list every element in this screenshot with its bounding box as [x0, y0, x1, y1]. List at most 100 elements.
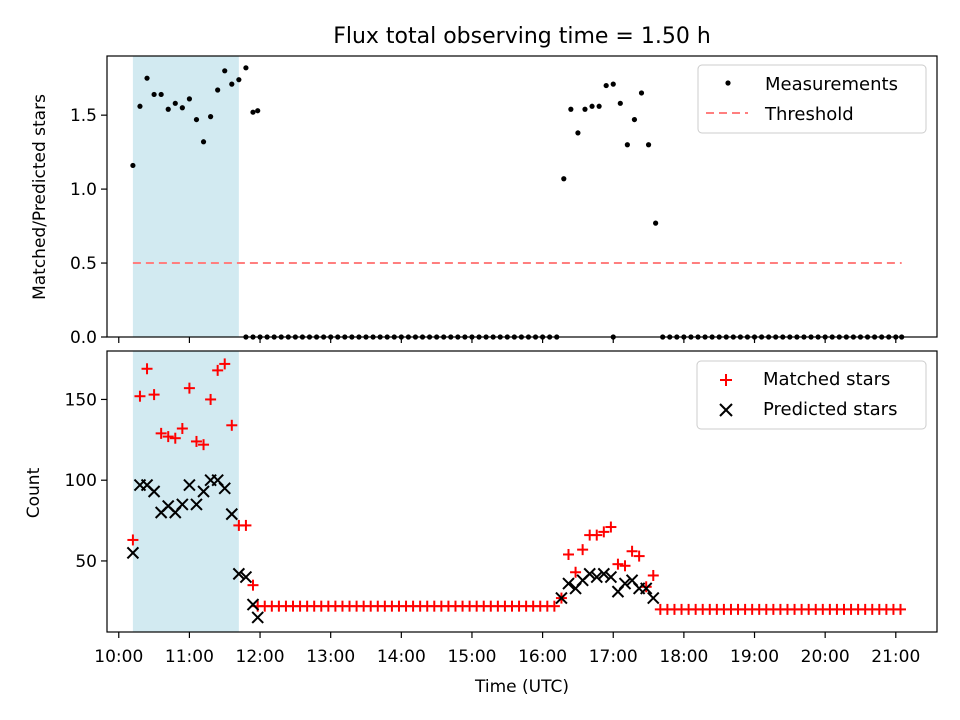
bottom-legend-box — [696, 360, 927, 430]
matched-star-point — [619, 560, 631, 572]
measurement-point — [250, 109, 256, 115]
matched-star-point — [577, 544, 589, 556]
top-shaded-interval — [132, 56, 239, 337]
x-tick-label: 11:00 — [165, 647, 214, 667]
matched-star-point — [563, 548, 575, 560]
threshold-legend-label: Threshold — [764, 104, 854, 125]
predicted-star-point — [647, 591, 660, 605]
measurement-point — [179, 105, 185, 111]
top-y-tick-label: 0.5 — [70, 254, 97, 274]
measurement-point — [575, 130, 581, 136]
x-tick-label: 17:00 — [589, 647, 638, 667]
top-y-tick-label: 1.0 — [70, 180, 97, 200]
matched-star-point — [612, 558, 624, 570]
matched-star-point — [212, 364, 224, 376]
predicted-star-point — [197, 485, 210, 498]
predicted-star-point — [176, 498, 189, 511]
bottom-axes-frame — [106, 350, 938, 633]
bottom-y-tick-label: 150 — [65, 390, 97, 410]
matched-star-point — [198, 439, 210, 451]
measurement-point — [158, 91, 164, 98]
top-y-tick-label: 0.0 — [70, 328, 97, 348]
top-markers — [130, 65, 905, 340]
matched-star-point — [633, 550, 645, 562]
predicted-star-point — [126, 546, 140, 560]
measurements-legend-label: Measurements — [765, 74, 898, 95]
top-panel: 0.0 0.5 1.0 1.5 Matched/Predicted stars Mea… — [30, 55, 938, 348]
predicted-star-point — [583, 567, 596, 581]
predicted-star-point — [618, 577, 632, 590]
matched-star-point — [570, 566, 582, 578]
predicted-star-point — [190, 498, 203, 511]
measurement-point — [137, 103, 143, 109]
measurement-point — [638, 90, 645, 96]
predicted-star-point — [555, 591, 568, 605]
bottom-y-tick-label: 100 — [65, 471, 97, 491]
predicted-star-point — [147, 485, 161, 498]
matched-star-point — [640, 581, 652, 593]
matched-star-point — [127, 534, 139, 546]
chart-title: Flux total observing time = 1.50 h — [333, 24, 711, 49]
measurement-point — [596, 103, 602, 109]
measurement-point — [172, 100, 178, 106]
top-legend-box — [697, 64, 927, 134]
matched-star-point — [190, 435, 202, 447]
measurement-point — [582, 106, 588, 112]
measurement-point — [186, 96, 193, 102]
matched-star-point — [162, 431, 174, 443]
measurement-point — [222, 68, 228, 74]
matched-star-point — [598, 526, 610, 538]
predicted-star-point — [590, 570, 603, 584]
top-y-ticks: 0.0 0.5 1.0 1.5 — [70, 106, 107, 348]
x-tick-label: 20:00 — [801, 647, 850, 667]
predicted-legend-label: Predicted stars — [763, 399, 897, 420]
measurement-point — [631, 116, 638, 123]
predicted-star-point — [639, 582, 653, 595]
predicted-star-point — [183, 478, 196, 492]
x-axis-label: Time (UTC) — [474, 677, 569, 697]
measurement-point — [215, 87, 221, 93]
bottom-x-ticks: 10:00 11:00 12:00 13:00 14:00 15:00 16:00 17:00… — [94, 632, 920, 667]
matched-legend-label: Matched stars — [763, 369, 890, 390]
matched-star-point — [548, 600, 560, 612]
matched-star-point — [155, 427, 167, 439]
predicted-star-point — [239, 570, 253, 584]
predicted-star-point — [597, 567, 611, 581]
top-legend: Measurements Threshold — [697, 64, 927, 134]
matched-star-point — [647, 569, 659, 581]
x-tick-label: 10:00 — [94, 647, 143, 667]
bottom-markers — [126, 358, 907, 624]
x-tick-label: 15:00 — [447, 647, 496, 667]
measurement-point — [165, 106, 171, 112]
predicted-star-point — [218, 482, 231, 495]
measurement-point — [255, 108, 261, 114]
bottom-shaded-interval — [132, 351, 239, 632]
measurement-point — [610, 81, 616, 87]
bottom-y-tick-label: 50 — [75, 552, 97, 572]
measurement-point — [624, 142, 630, 148]
measurement-point — [144, 75, 150, 81]
x-tick-label: 18:00 — [659, 647, 708, 667]
matched-star-point — [605, 521, 617, 533]
measurement-point — [243, 65, 249, 71]
matched-star-point — [247, 579, 259, 591]
measurement-point — [193, 116, 200, 123]
measurement-point — [236, 77, 242, 83]
predicted-star-point — [251, 611, 264, 624]
top-y-axis-label: Matched/Predicted stars — [30, 94, 50, 300]
predicted-star-point — [225, 507, 239, 521]
bottom-legend: Matched stars Predicted stars — [696, 360, 927, 430]
matched-star-point — [141, 363, 153, 375]
measurement-point — [200, 139, 207, 145]
x-tick-label: 16:00 — [518, 647, 567, 667]
measurement-point — [645, 142, 652, 148]
matched-star-point — [148, 389, 160, 401]
matched-star-point — [895, 603, 907, 615]
matched-star-point — [240, 519, 252, 531]
predicted-star-point — [232, 567, 246, 581]
measurement-point — [561, 176, 567, 182]
matched-star-point — [626, 545, 638, 557]
matched-star-point — [591, 529, 603, 541]
